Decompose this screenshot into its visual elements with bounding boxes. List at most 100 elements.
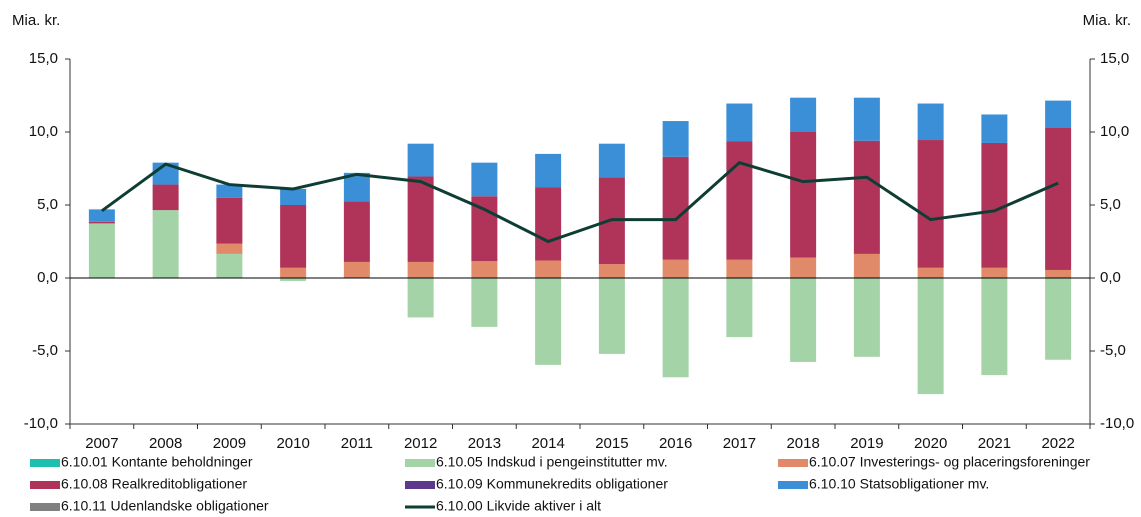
x-tick-label: 2019 [850,435,883,452]
bar [407,261,434,278]
legend-label: 6.10.09 Kommunekredits obligationer [436,476,668,492]
bar [216,184,243,198]
legend-label: 6.10.05 Indskud i pengeinstitutter mv. [436,454,668,470]
bar [790,97,817,132]
legend-swatch [778,459,808,467]
bar [917,278,944,395]
line [100,160,1059,244]
bar [88,223,115,278]
legend-label: 6.10.11 Udenlandske obligationer [61,498,269,514]
bar [726,259,753,278]
bar [216,197,243,244]
bar [471,261,498,278]
x-tick-label: 2021 [978,435,1011,452]
x-tick-label: 2011 [341,435,373,452]
x-tick-label: 2009 [213,435,246,452]
bar [471,162,498,197]
x-tick-label: 2022 [1041,435,1074,452]
bar [853,253,880,278]
legend-label: 6.10.01 Kontante beholdninger [61,454,253,470]
x-tick-label: 2016 [659,435,692,452]
bar [280,205,307,268]
bar [853,140,880,254]
x-tick-label: 2010 [276,435,309,452]
x-tick-label: 2008 [149,435,182,452]
legend-swatch [405,459,435,467]
bar [343,201,370,262]
legend-label: 6.10.00 Likvide aktiver i alt [436,498,601,514]
y2-tick-label: -5,0 [1100,342,1126,359]
y-axis-label: Mia. kr. [12,12,60,29]
bar [1045,127,1072,270]
bar [981,114,1008,143]
bar [88,221,115,224]
legend-swatch [30,481,60,489]
bar [981,142,1008,268]
bar [662,259,689,278]
bar [152,210,179,278]
bar [280,278,307,281]
bar [216,253,243,278]
bar [535,260,562,278]
bar [280,267,307,278]
legend-swatch [405,481,435,489]
bar [1045,100,1072,128]
bar [1045,278,1072,360]
bar [1045,269,1072,278]
bar [535,187,562,261]
bar [726,278,753,338]
x-tick-label: 2018 [786,435,819,452]
legend-label: 6.10.08 Realkreditobligationer [61,476,247,492]
bar [88,223,115,224]
legend-label: 6.10.10 Statsobligationer mv. [809,476,989,492]
bar [280,188,307,205]
bar [152,184,179,211]
legend-label: 6.10.07 Investerings- og placeringsforen… [809,454,1090,470]
bar [407,143,434,177]
x-tick-label: 2007 [85,435,118,452]
y-tick-label: -5,0 [32,342,58,359]
y2-axis-label: Mia. kr. [1083,12,1131,29]
bar [853,278,880,357]
bar [917,140,944,268]
x-tick-label: 2017 [723,435,756,452]
bar [853,97,880,141]
y2-tick-label: 15,0 [1100,50,1129,67]
y-tick-label: 5,0 [37,196,58,213]
bar [981,267,1008,278]
x-tick-label: 2012 [404,435,437,452]
bar [726,141,753,260]
y-tick-label: -10,0 [24,415,58,432]
bar [662,121,689,157]
bar [981,278,1008,376]
y2-tick-label: 10,0 [1100,123,1129,140]
legend-swatch [30,459,60,467]
bar [598,278,625,354]
y2-tick-label: -10,0 [1100,415,1134,432]
y2-tick-label: 5,0 [1100,196,1121,213]
bar [917,103,944,141]
x-tick-label: 2013 [468,435,501,452]
bar [535,153,562,188]
bar [407,176,434,262]
x-tick-label: 2015 [595,435,628,452]
bar [790,132,817,258]
bar [726,103,753,142]
bar [790,257,817,278]
bar [343,261,370,278]
bar [471,278,498,327]
bar [535,278,562,365]
bar [88,209,115,222]
bar [598,143,625,178]
bar [407,278,434,318]
legend-swatch [778,481,808,489]
bar [790,278,817,362]
x-tick-label: 2014 [531,435,564,452]
bar [662,278,689,378]
bar [917,267,944,278]
x-tick-label: 2020 [914,435,947,452]
bar [598,264,625,278]
y2-tick-label: 0,0 [1100,269,1121,286]
y-tick-label: 0,0 [37,269,58,286]
